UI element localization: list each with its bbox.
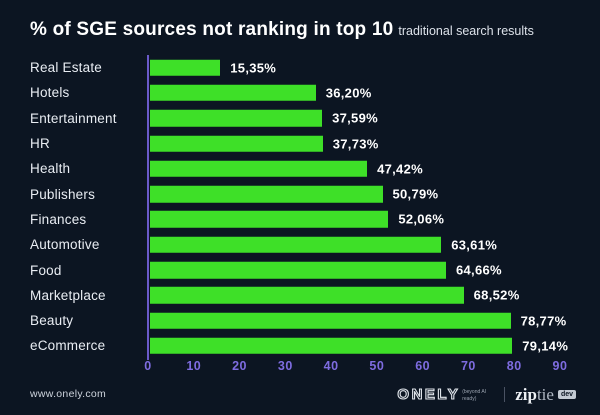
website-url: www.onely.com xyxy=(30,388,107,400)
category-label: Marketplace xyxy=(30,287,106,303)
bar xyxy=(150,185,383,203)
bar-value-label: 68,52% xyxy=(473,287,520,303)
chart-title: % of SGE sources not ranking in top 10 xyxy=(30,19,394,40)
bar-track: 15,35% xyxy=(148,55,560,80)
bar-track: 52,06% xyxy=(148,207,560,232)
chart-row: Food 64,66% xyxy=(30,257,578,282)
category-label: Beauty xyxy=(30,313,74,329)
bar xyxy=(150,211,389,228)
bar-value-label: 37,73% xyxy=(332,136,379,152)
bar-track: 37,73% xyxy=(148,131,560,156)
category-label: Food xyxy=(30,262,62,278)
chart-row: Automotive 63,61% xyxy=(30,232,578,257)
category-label: eCommerce xyxy=(30,338,106,354)
category-label: Hotels xyxy=(30,85,70,101)
x-axis-tick: 60 xyxy=(415,359,431,373)
ziptie-dev-badge: dev xyxy=(557,390,576,399)
x-axis-tick: 30 xyxy=(277,359,293,373)
bar-track: 63,61% xyxy=(148,232,560,257)
bar xyxy=(150,84,316,102)
bar-value-label: 47,42% xyxy=(377,161,423,177)
category-label: Entertainment xyxy=(30,110,117,126)
bar-track: 47,42% xyxy=(148,156,560,181)
bar-value-label: 36,20% xyxy=(325,85,372,101)
chart-row: Real Estate 15,35% xyxy=(30,55,578,80)
bar-value-label: 64,66% xyxy=(455,262,502,278)
category-label: Health xyxy=(30,161,71,177)
bar-value-label: 63,61% xyxy=(451,237,498,253)
chart-row: Publishers 50,79% xyxy=(30,181,578,206)
bar xyxy=(150,109,323,127)
chart-row: Hotels 36,20% xyxy=(30,80,578,105)
chart-subtitle: traditional search results xyxy=(398,24,534,38)
onely-logo: ONELY (beyond AI ready) xyxy=(397,386,494,403)
bar-rows: Real Estate 15,35% Hotels 36,20% Entertainme… xyxy=(30,55,578,359)
x-axis-tick: 40 xyxy=(323,359,339,373)
y-axis-line xyxy=(147,55,149,360)
bar-value-label: 50,79% xyxy=(392,186,439,202)
onely-tagline: (beyond AI ready) xyxy=(462,389,487,402)
x-axis-tick: 20 xyxy=(232,359,247,373)
bar-track: 68,52% xyxy=(148,283,560,308)
chart-row: Health 47,42% xyxy=(30,156,578,181)
chart-row: HR 37,73% xyxy=(30,131,578,156)
bar-value-label: 79,14% xyxy=(522,338,569,354)
bar-track: 37,59% xyxy=(148,106,560,131)
category-label: Automotive xyxy=(30,237,100,253)
bar xyxy=(150,337,513,355)
bar-value-label: 15,35% xyxy=(230,60,277,76)
onely-wordmark: ONELY xyxy=(397,386,461,403)
category-label: Publishers xyxy=(30,186,96,202)
bar-track: 79,14% xyxy=(148,333,568,358)
bar-value-label: 78,77% xyxy=(520,313,567,329)
bar-track: 64,66% xyxy=(148,257,560,282)
x-axis: 0 10 20 30 40 50 60 70 80 90 xyxy=(144,359,567,375)
logo-divider xyxy=(504,387,506,402)
chart-row: Marketplace 68,52% xyxy=(30,283,578,308)
chart-row: eCommerce 79,14% xyxy=(30,333,578,358)
bar xyxy=(150,160,368,178)
bar xyxy=(150,312,511,329)
x-axis-tick: 80 xyxy=(506,359,522,373)
bar-value-label: 52,06% xyxy=(398,211,445,227)
x-axis-tick: 50 xyxy=(369,359,385,373)
bar-track: 50,79% xyxy=(148,181,560,206)
bar xyxy=(150,287,464,304)
bar-track: 78,77% xyxy=(148,308,566,333)
chart-row: Entertainment 37,59% xyxy=(30,106,578,131)
ziptie-zip: zip xyxy=(515,385,537,404)
x-axis-tick: 90 xyxy=(552,359,568,373)
bar-track: 36,20% xyxy=(148,80,560,105)
page-title: % of SGE sources not ranking in top 10 tr… xyxy=(30,19,534,41)
bar xyxy=(150,59,221,76)
chart-row: Finances 52,06% xyxy=(30,207,578,232)
bar xyxy=(150,236,442,253)
x-axis-tick: 10 xyxy=(186,359,202,373)
bar xyxy=(150,135,323,152)
category-label: HR xyxy=(30,136,50,152)
ziptie-tie: tie xyxy=(536,385,554,404)
bar-value-label: 37,59% xyxy=(332,110,378,126)
x-axis-tick: 0 xyxy=(144,359,152,373)
category-label: Real Estate xyxy=(30,60,102,76)
bar xyxy=(150,261,446,279)
category-label: Finances xyxy=(30,211,87,227)
x-axis-tick: 70 xyxy=(460,359,476,373)
ziptie-logo: zip tie dev xyxy=(515,386,576,403)
chart-row: Beauty 78,77% xyxy=(30,308,578,333)
footer-logos: ONELY (beyond AI ready) zip tie dev xyxy=(397,386,576,403)
